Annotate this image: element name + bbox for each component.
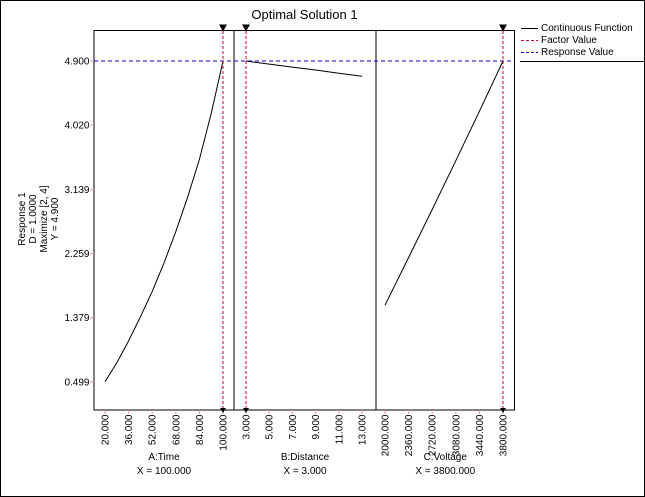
x-tick-label: 9.000 (311, 414, 322, 439)
factor-arrow-bottom-icon (500, 408, 506, 413)
y-tick-label: 4.020 (64, 121, 89, 132)
legend-item: Response Value (521, 46, 633, 58)
y-tick-label: 4.900 (64, 57, 89, 68)
factor-arrow-top-icon (219, 24, 227, 32)
chart-title: Optimal Solution 1 (251, 7, 358, 22)
plot-border (93, 30, 515, 411)
panel-c-footer: C:Voltage X = 3800.000 (376, 451, 515, 479)
x-tick-label: 36.000 (124, 414, 135, 445)
continuous-function-curve (384, 60, 504, 306)
x-tick-label: 3800.000 (499, 414, 510, 456)
x-tick-label: 7.000 (288, 414, 299, 439)
x-tick-label: 2360.000 (404, 414, 415, 456)
panel-a-footer: A:Time X = 100.000 (94, 451, 234, 479)
y-tick-label: 3.139 (64, 185, 89, 196)
x-tick-label: 3080.000 (451, 414, 462, 456)
continuous-function-swatch-icon (521, 27, 538, 29)
x-tick-label: 52.000 (148, 414, 159, 445)
y-tick-label: 1.379 (64, 313, 89, 324)
x-tick-label: 11.000 (334, 414, 345, 444)
panel-b-axis-title: B:Distance (280, 452, 330, 463)
legend-underline (520, 61, 644, 62)
panel-c-axis-title: C:Voltage (423, 452, 467, 463)
legend-item: Factor Value (521, 34, 633, 46)
y-tick-label: 2.259 (64, 249, 89, 260)
legend-label: Factor Value (541, 34, 597, 46)
x-tick-label: 3440.000 (475, 414, 486, 456)
factor-arrow-bottom-icon (243, 408, 249, 413)
legend-item: Continuous Function (521, 22, 633, 34)
legend-label: Response Value (541, 46, 614, 58)
factor-arrow-top-icon (242, 24, 250, 32)
legend: Continuous Function Factor Value Respons… (521, 22, 633, 58)
panel-a-factor-value: X = 100.000 (136, 466, 192, 477)
x-tick-label: 84.000 (195, 414, 206, 445)
continuous-function-curve (245, 60, 363, 77)
x-tick-label: 2720.000 (428, 414, 439, 456)
panel-c-factor-value: X = 3800.000 (415, 466, 476, 477)
y-tick-label: 0.499 (64, 377, 89, 388)
x-tick-label: 13.000 (358, 414, 369, 445)
response-value-swatch-icon (521, 51, 538, 53)
factor-value-swatch-icon (521, 39, 538, 41)
panel-a-axis-title: A:Time (148, 452, 180, 463)
x-tick-label: 2000.000 (381, 414, 392, 456)
x-tick-label: 20.000 (101, 414, 112, 445)
legend-label: Continuous Function (541, 22, 633, 34)
factor-arrow-top-icon (499, 24, 507, 32)
x-tick-label: 68.000 (171, 414, 182, 445)
factor-arrow-bottom-icon (220, 408, 226, 413)
panel-b-factor-value: X = 3.000 (283, 466, 327, 477)
x-tick-label: 5.000 (265, 414, 276, 439)
x-tick-label: 100.000 (219, 414, 230, 451)
panel-b-footer: B:Distance X = 3.000 (234, 451, 376, 479)
continuous-function-curve (104, 60, 224, 383)
x-tick-label: 3.000 (242, 414, 253, 439)
